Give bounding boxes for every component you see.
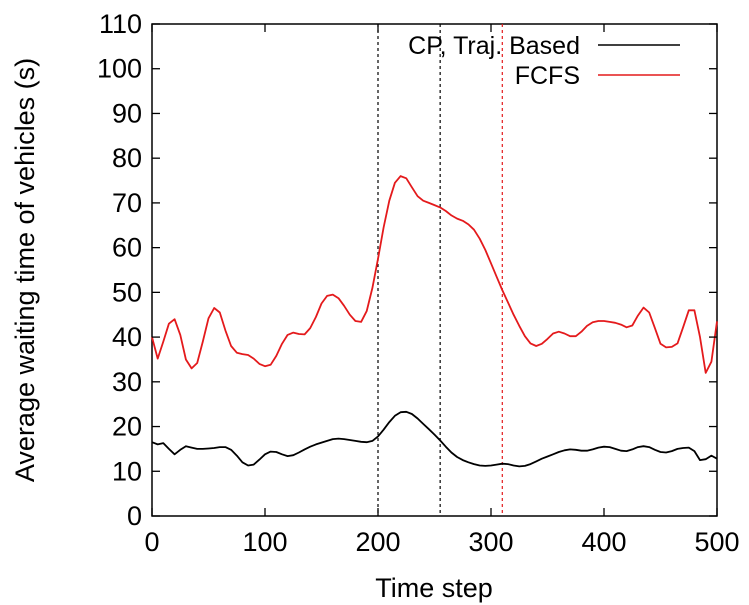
y-tick-label: 90 [112, 98, 142, 128]
x-tick-label: 200 [355, 527, 400, 557]
series-line-cp-traj-based [151, 410, 718, 468]
series-lines [151, 175, 718, 468]
vertical-markers [377, 24, 503, 516]
y-tick-label: 40 [112, 322, 142, 352]
axis-ticks: 0 100 200 300 400 500 0 10 20 30 40 50 60 70 80 90 100 11… [97, 9, 740, 557]
series-line-fcfs [151, 175, 718, 374]
y-tick-label: 20 [112, 412, 142, 442]
x-tick-label: 500 [694, 527, 739, 557]
plot-frame [151, 23, 718, 517]
x-tick-label: 100 [242, 527, 287, 557]
y-tick-label: 10 [112, 456, 142, 486]
x-tick-label: 0 [144, 527, 159, 557]
y-tick-label: 100 [97, 54, 142, 84]
y-tick-label: 80 [112, 143, 142, 173]
y-tick-label: 70 [112, 188, 142, 218]
x-axis-label: Time step [375, 573, 493, 603]
y-tick-label: 0 [127, 501, 142, 531]
y-tick-label: 60 [112, 233, 142, 263]
legend: CP, Traj. Based FCFS [408, 32, 680, 90]
y-tick-label: 50 [112, 277, 142, 307]
y-tick-label: 30 [112, 367, 142, 397]
x-tick-label: 300 [468, 527, 513, 557]
legend-label-fcfs: FCFS [515, 62, 580, 90]
x-tick-label: 400 [581, 527, 626, 557]
y-axis-label: Average waiting time of vehicles (s) [10, 58, 40, 482]
y-tick-label: 110 [99, 9, 142, 39]
legend-label-cp: CP, Traj. Based [408, 32, 580, 60]
